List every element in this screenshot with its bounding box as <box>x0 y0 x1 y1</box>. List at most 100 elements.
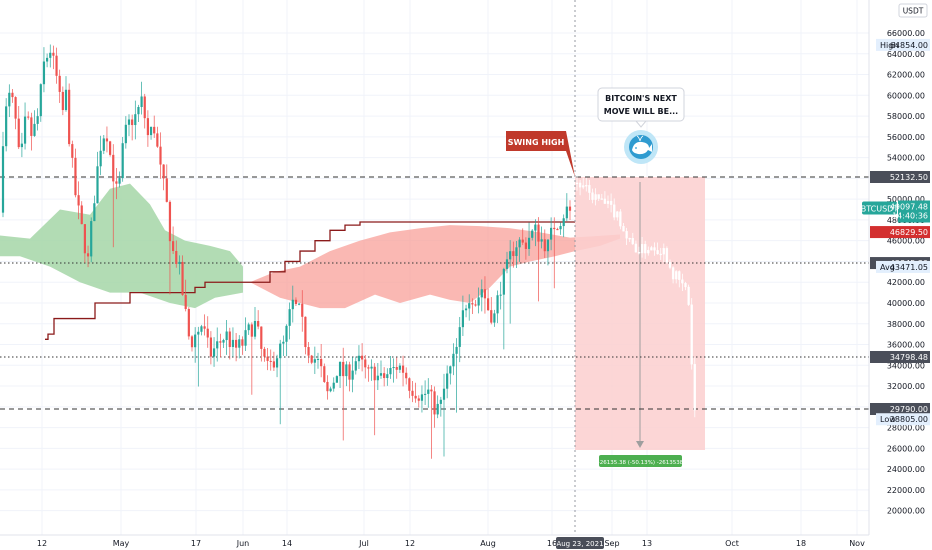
candle-body <box>332 382 335 389</box>
current-date-tag: Aug 23, 2021 <box>556 537 604 549</box>
candle-body <box>320 358 323 367</box>
level-value: 29790.00 <box>890 405 928 414</box>
proj-body <box>606 200 610 204</box>
time-axis[interactable]: 12 May 17 Jun 14 Jul 12 Aug 16 Aug 23, 2021 Sep 13 O… <box>37 537 865 549</box>
y-tick-label: 26000.00 <box>887 444 925 453</box>
x-tick-label: 13 <box>642 539 652 548</box>
candle-body <box>439 399 442 404</box>
candle-body <box>452 353 455 367</box>
proj-body <box>675 271 678 280</box>
proj-body <box>659 253 662 256</box>
candle-body <box>446 373 449 389</box>
candle-body <box>471 303 474 305</box>
currency-badge[interactable]: USDT <box>898 3 928 18</box>
candle-body <box>411 390 414 396</box>
y-tick-label: 22000.00 <box>887 486 925 495</box>
price-tag-label: Avg <box>880 263 895 272</box>
proj-body <box>656 250 659 255</box>
level-value-tag: 34798.48 <box>870 350 930 363</box>
candle-body <box>395 366 398 370</box>
x-tick-label: Oct <box>725 539 739 548</box>
proj-body <box>668 262 672 268</box>
price-tag-value: 46829.50 <box>890 228 928 237</box>
proj-body <box>650 247 653 251</box>
candle-body <box>77 195 80 206</box>
proj-body <box>616 211 619 218</box>
x-tick-label: 18 <box>796 539 806 548</box>
candle-body <box>156 133 159 147</box>
price-tags: 52132.5043845.3034798.4829790.00High6485… <box>861 38 930 426</box>
candle-body <box>480 289 483 298</box>
y-tick-label: 38000.00 <box>887 320 925 329</box>
candle-body <box>102 138 105 151</box>
y-tick-label: 54000.00 <box>887 154 925 163</box>
candle-body <box>159 146 162 165</box>
candle-body <box>181 261 184 295</box>
y-tick-label: 24000.00 <box>887 465 925 474</box>
x-tick-label: May <box>113 539 130 548</box>
cloud-bearish <box>250 225 620 309</box>
candle-body <box>68 89 71 145</box>
price-tag-label: BTCUSDT <box>861 205 899 214</box>
swing-high-callout[interactable]: SWING HIGH <box>506 131 575 177</box>
candle-body <box>424 393 427 395</box>
candle-body <box>83 224 86 254</box>
x-tick-label: 12 <box>405 539 415 548</box>
candle-body <box>241 339 244 346</box>
candle-body <box>105 138 109 142</box>
candle-body <box>556 229 559 231</box>
proj-body <box>653 247 656 251</box>
next-move-bubble[interactable]: BITCOIN'S NEXT MOVE WILL BE... <box>597 87 685 128</box>
y-tick-label: 32000.00 <box>887 382 925 391</box>
proj-body <box>585 185 588 187</box>
candle-body <box>39 84 42 117</box>
candle-body <box>197 331 200 335</box>
candle-body <box>461 310 464 328</box>
proj-body <box>628 238 631 240</box>
candle-body <box>483 289 487 299</box>
candle-body <box>124 124 127 144</box>
candle-body <box>565 206 568 219</box>
y-tick-label: 40000.00 <box>887 299 925 308</box>
candle-body <box>5 106 8 147</box>
candle-body <box>187 309 190 337</box>
candle-body <box>118 178 121 184</box>
candle-body <box>71 144 74 158</box>
x-tick-label: Aug 23, 2021 <box>556 540 603 548</box>
candle-body <box>219 341 222 343</box>
proj-body <box>640 244 644 254</box>
level-value: 52132.50 <box>890 173 928 182</box>
candle-body <box>250 324 253 337</box>
candle-body <box>184 294 187 310</box>
y-tick-label: 46000.00 <box>887 237 925 246</box>
candle-body <box>17 118 20 148</box>
candle-body <box>14 97 17 119</box>
candle-body <box>430 389 433 392</box>
candle-body <box>247 324 250 331</box>
candle-body <box>493 313 496 323</box>
swing-high-label: SWING HIGH <box>508 138 565 147</box>
candle-body <box>55 55 58 76</box>
candle-body <box>172 241 175 252</box>
currency-label: USDT <box>903 7 924 16</box>
candle-body <box>474 304 477 306</box>
candle-body <box>304 316 307 348</box>
proj-body <box>665 248 669 263</box>
proj-body <box>687 286 690 305</box>
proj-body <box>678 271 681 280</box>
x-tick-label: Sep <box>604 539 619 548</box>
candle-body <box>206 328 209 338</box>
candle-body <box>134 114 137 126</box>
candle-body <box>190 336 194 348</box>
candle-body <box>80 205 83 225</box>
candle-body <box>36 116 39 124</box>
candle-body <box>225 331 228 341</box>
proj-body <box>591 192 594 200</box>
candle-body <box>58 75 61 92</box>
y-tick-label: 64000.00 <box>887 50 925 59</box>
candle-body <box>231 339 235 348</box>
candle-body <box>269 360 272 362</box>
candle-body <box>455 346 458 354</box>
